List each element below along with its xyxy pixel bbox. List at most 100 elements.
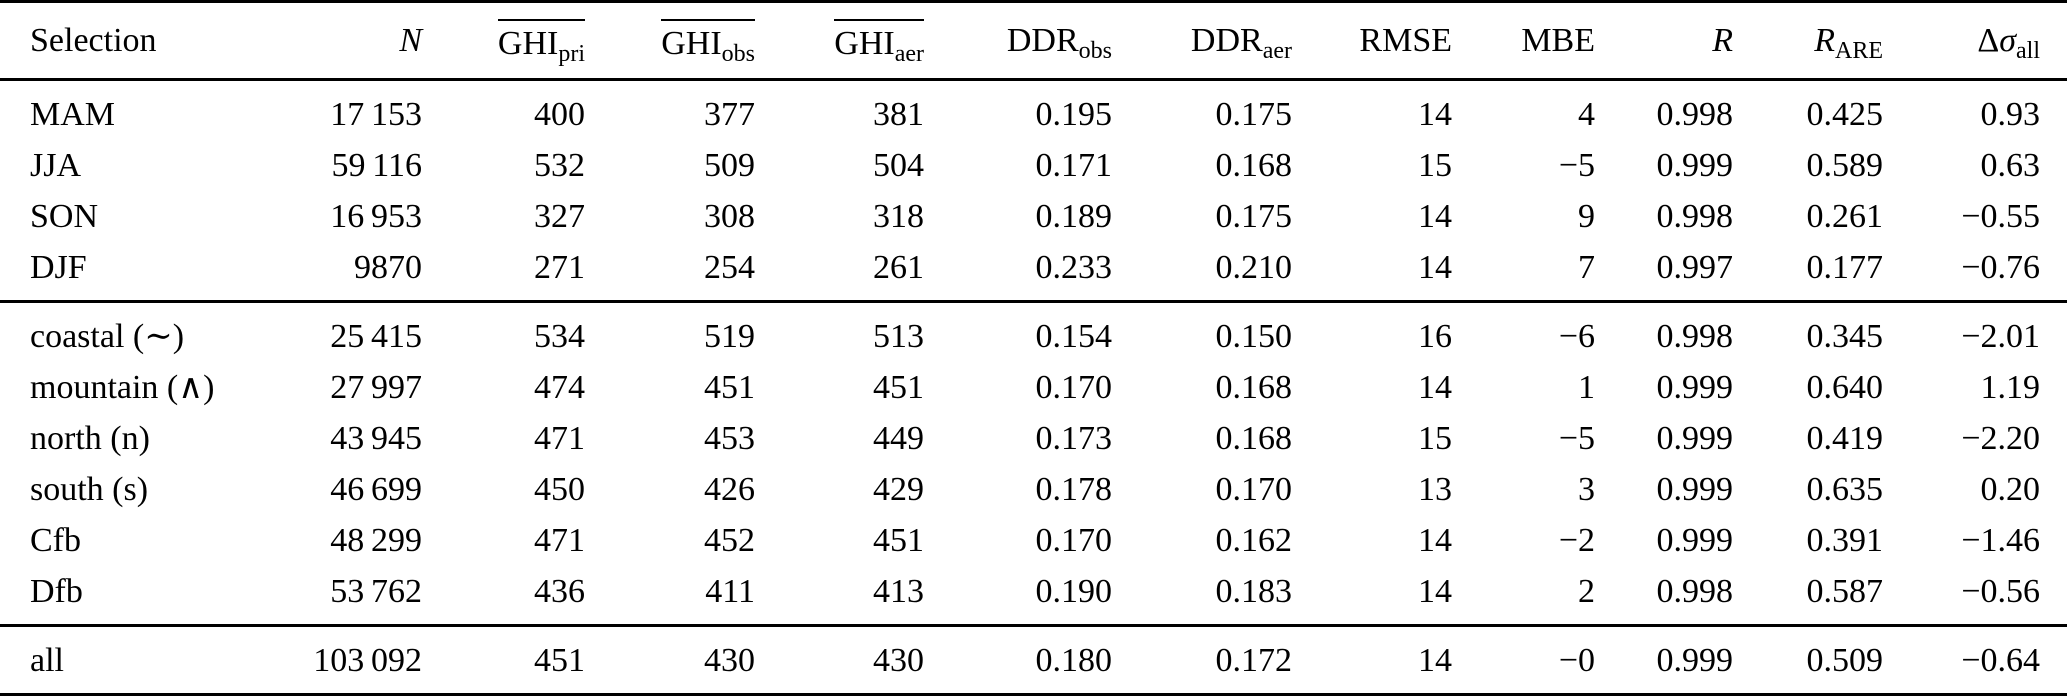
col-header-ghi-pri: GHIpri <box>422 1 585 81</box>
col-subscript: ARE <box>1835 37 1883 64</box>
table-row: SON 16 953 327 308 318 0.189 0.175 14 9 0.998 0.26… <box>0 191 2067 242</box>
cell-delta_sigma: 0.20 <box>1980 471 2041 508</box>
cell-n: 17 153 <box>330 96 422 133</box>
col-header-n: N <box>280 1 422 81</box>
cell-ghi_aer: 451 <box>873 522 924 559</box>
col-header-ghi-obs: GHIobs <box>585 1 755 81</box>
cell-ghi_obs: 426 <box>704 471 755 508</box>
col-label-sigma: σ <box>1999 21 2016 59</box>
cell-ghi_pri: 534 <box>534 318 585 355</box>
cell-mbe: 7 <box>1578 249 1595 286</box>
table-row: north (n) 43 945 471 453 449 0.173 0.168 15 −5 0.… <box>0 413 2067 464</box>
cell-mbe: −2 <box>1558 522 1595 559</box>
cell-ddr_obs: 0.173 <box>1035 420 1113 457</box>
cell-ddr_aer: 0.168 <box>1215 420 1293 457</box>
cell-n: 16 953 <box>330 198 422 235</box>
cell-delta_sigma: −0.76 <box>1961 249 2040 286</box>
row-label: MAM <box>30 96 116 133</box>
cell-r_are: 0.509 <box>1806 642 1884 679</box>
overline: GHIpri <box>497 18 585 66</box>
cell-r_are: 0.587 <box>1806 573 1884 610</box>
table-row: Dfb 53 762 436 411 413 0.190 0.183 14 2 0.998 0.58… <box>0 566 2067 626</box>
cell-ddr_aer: 0.175 <box>1215 96 1293 133</box>
table-row: DJF 9870 271 254 261 0.233 0.210 14 7 0.997 0.177 −… <box>0 242 2067 302</box>
table-row: all 103 092 451 430 430 0.180 0.172 14 −0 0.999 0.… <box>0 626 2067 695</box>
cell-ddr_aer: 0.210 <box>1215 249 1293 286</box>
cell-delta_sigma: −1.46 <box>1961 522 2040 559</box>
cell-r: 0.999 <box>1656 147 1734 184</box>
col-label: RMSE <box>1359 21 1452 59</box>
cell-ghi_obs: 430 <box>704 642 755 679</box>
cell-ghi_aer: 429 <box>873 471 924 508</box>
cell-ghi_pri: 450 <box>534 471 585 508</box>
cell-ddr_obs: 0.233 <box>1035 249 1113 286</box>
row-group-all: all 103 092 451 430 430 0.180 0.172 14 −0 0.999 0.… <box>0 625 2067 695</box>
cell-r_are: 0.177 <box>1806 249 1884 286</box>
cell-rmse: 14 <box>1418 642 1452 679</box>
cell-ddr_obs: 0.180 <box>1035 642 1113 679</box>
cell-ghi_aer: 261 <box>873 249 924 286</box>
cell-rmse: 15 <box>1418 147 1452 184</box>
cell-r: 0.998 <box>1656 198 1734 235</box>
col-label: Selection <box>30 21 157 59</box>
cell-n: 53 762 <box>330 573 422 610</box>
table-row: south (s) 46 699 450 426 429 0.178 0.170 13 3 0.9… <box>0 464 2067 515</box>
cell-ghi_pri: 271 <box>534 249 585 286</box>
cell-rmse: 15 <box>1418 420 1452 457</box>
cell-mbe: 9 <box>1578 198 1595 235</box>
row-group-regions: coastal (∼) 25 415 534 519 513 0.154 0.150 16 −6… <box>0 301 2067 626</box>
cell-r_are: 0.391 <box>1806 522 1884 559</box>
cell-mbe: −0 <box>1558 642 1595 679</box>
col-label: MBE <box>1521 21 1595 59</box>
cell-ghi_obs: 453 <box>704 420 755 457</box>
cell-ghi_pri: 532 <box>534 147 585 184</box>
cell-ddr_obs: 0.189 <box>1035 198 1113 235</box>
row-label: SON <box>30 198 99 235</box>
cell-n: 25 415 <box>330 318 422 355</box>
col-label: GHI <box>497 24 559 62</box>
row-group-seasons: MAM 17 153 400 377 381 0.195 0.175 14 4 0.998 0.42… <box>0 80 2067 302</box>
cell-r: 0.998 <box>1656 573 1734 610</box>
cell-r_are: 0.261 <box>1806 198 1884 235</box>
row-label: coastal (∼) <box>30 318 185 355</box>
cell-n: 43 945 <box>330 420 422 457</box>
cell-r_are: 0.640 <box>1806 369 1884 406</box>
cell-rmse: 14 <box>1418 96 1452 133</box>
cell-n: 9870 <box>354 249 422 286</box>
row-label: south (s) <box>30 471 149 508</box>
cell-ghi_aer: 449 <box>873 420 924 457</box>
cell-ghi_aer: 513 <box>873 318 924 355</box>
cell-ghi_pri: 471 <box>534 420 585 457</box>
cell-ghi_obs: 308 <box>704 198 755 235</box>
cell-r_are: 0.425 <box>1806 96 1884 133</box>
cell-r: 0.997 <box>1656 249 1734 286</box>
cell-rmse: 14 <box>1418 573 1452 610</box>
col-subscript: aer <box>894 40 924 67</box>
table-row: MAM 17 153 400 377 381 0.195 0.175 14 4 0.998 0.42… <box>0 80 2067 141</box>
cell-n: 103 092 <box>313 642 422 679</box>
cell-rmse: 14 <box>1418 198 1452 235</box>
row-label: all <box>30 642 64 679</box>
col-label: DDR <box>1006 21 1079 59</box>
cell-rmse: 14 <box>1418 249 1452 286</box>
col-label: N <box>399 21 422 59</box>
cell-r_are: 0.345 <box>1806 318 1884 355</box>
cell-ghi_aer: 451 <box>873 369 924 406</box>
cell-ghi_pri: 451 <box>534 642 585 679</box>
cell-ghi_obs: 509 <box>704 147 755 184</box>
cell-ghi_pri: 474 <box>534 369 585 406</box>
row-label: mountain (∧) <box>30 369 215 406</box>
col-label: DDR <box>1190 21 1263 59</box>
cell-ddr_obs: 0.178 <box>1035 471 1113 508</box>
cell-ddr_aer: 0.150 <box>1215 318 1293 355</box>
cell-r: 0.999 <box>1656 642 1734 679</box>
cell-n: 27 997 <box>330 369 422 406</box>
cell-ddr_aer: 0.183 <box>1215 573 1293 610</box>
cell-delta_sigma: −0.55 <box>1961 198 2040 235</box>
cell-mbe: 2 <box>1578 573 1595 610</box>
cell-mbe: −5 <box>1558 147 1595 184</box>
cell-ddr_aer: 0.170 <box>1215 471 1293 508</box>
table-row: Cfb 48 299 471 452 451 0.170 0.162 14 −2 0.999 0.3… <box>0 515 2067 566</box>
cell-ddr_obs: 0.190 <box>1035 573 1113 610</box>
col-header-rmse: RMSE <box>1292 1 1452 81</box>
